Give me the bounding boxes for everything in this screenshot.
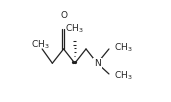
Text: CH$_3$: CH$_3$ (31, 39, 49, 51)
Text: CH$_3$: CH$_3$ (114, 70, 132, 82)
Text: N: N (94, 59, 101, 68)
Text: CH$_3$: CH$_3$ (114, 41, 132, 54)
Text: CH$_3$: CH$_3$ (65, 22, 84, 35)
Text: N: N (94, 59, 101, 68)
Text: O: O (60, 11, 67, 20)
